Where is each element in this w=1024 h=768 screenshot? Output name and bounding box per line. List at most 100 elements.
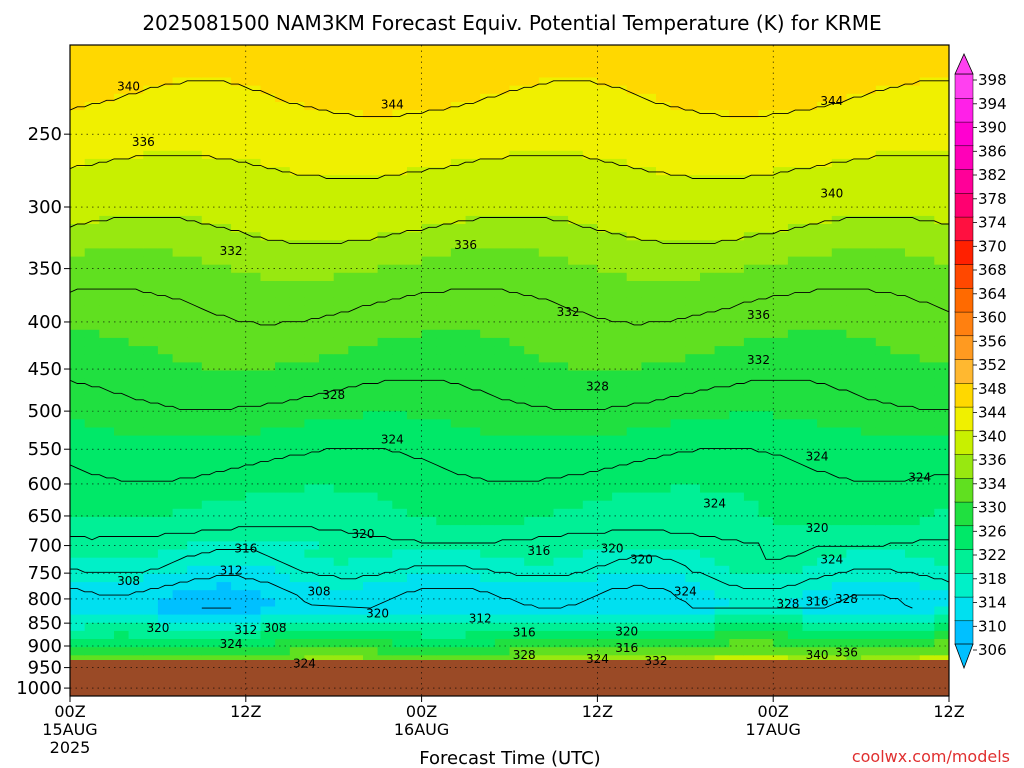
contour-band-cell [304,460,320,469]
contour-band-cell [450,590,467,599]
contour-band-cell [509,215,525,225]
contour-band-cell [934,443,949,453]
contour-band-cell [524,614,540,624]
contour-band-cell [172,484,188,494]
contour-band-cell [494,118,511,127]
contour-band-cell [172,142,188,152]
contour-band-cell [187,224,203,233]
contour-band-cell [143,45,159,54]
contour-band-cell [114,199,130,209]
contour-band-cell [245,622,262,632]
colorbar-swatch [954,168,974,194]
contour-band-cell [553,533,569,542]
contour-band-cell [626,337,642,347]
contour-band-cell [905,598,921,608]
contour-band-cell [172,557,188,567]
contour-band-cell [875,329,891,339]
contour-band-cell [157,639,174,648]
contour-band-cell [114,354,130,363]
contour-band-cell [568,134,584,144]
contour-band-cell [582,281,598,290]
contour-band-cell [685,297,701,306]
contour-band-cell [260,435,276,445]
contour-band-cell [524,370,540,380]
contour-band-cell [231,321,247,331]
contour-band-cell [216,150,232,160]
contour-band-cell [231,337,247,347]
contour-band-cell [626,435,642,445]
contour-band-cell [538,110,555,119]
contour-band-cell [377,639,393,648]
contour-band-cell [831,110,847,119]
contour-band-cell [392,337,408,347]
contour-band-cell [216,272,232,282]
contour-band-cell [670,647,686,656]
contour-band-cell [392,297,408,306]
contour-band-cell [758,354,774,363]
contour-band-cell [656,443,672,453]
contour-band-cell [187,126,203,136]
contour-band-cell [743,362,760,372]
contour-band-cell [919,85,935,95]
contour-band-cell [114,248,130,258]
contour-band-cell [143,622,159,632]
contour-band-cell [128,167,144,176]
contour-band-cell [231,305,247,315]
contour-band-cell [319,443,335,453]
contour-band-cell [773,517,789,526]
contour-band-cell [465,232,481,241]
contour-band-cell [612,460,628,469]
contour-band-cell [773,102,789,111]
contour-band-cell [450,484,467,494]
contour-band-cell [670,598,686,608]
contour-band-cell [143,606,159,616]
contour-band-cell [143,256,159,266]
contour-band-cell [890,256,906,266]
contour-band-cell [450,525,467,534]
contour-band-cell [275,435,291,445]
contour-band-cell [700,655,716,664]
contour-band-cell [612,500,628,510]
contour-band-cell [509,394,525,404]
contour-band-cell [275,630,291,640]
contour-band-cell [275,199,291,209]
contour-band-cell [553,313,569,323]
contour-band-cell [700,630,716,640]
contour-band-cell [714,525,730,534]
contour-band-cell [685,264,701,274]
contour-band-cell [216,134,232,144]
contour-band-cell [846,45,862,54]
contour-band-cell [70,337,86,347]
contour-band-cell [377,53,393,62]
contour-band-cell [436,191,452,201]
contour-band-cell [626,313,642,323]
contour-band-cell [641,337,657,347]
contour-band-cell [84,346,100,355]
contour-band-cell [597,573,613,583]
contour-band-cell [758,630,774,640]
contour-band-cell [802,354,818,363]
contour-band-cell [714,573,730,583]
contour-band-cell [509,647,525,656]
contour-band-cell [143,639,159,648]
contour-band-cell [831,53,847,62]
contour-band-cell [538,476,555,485]
contour-band-cell [421,508,437,518]
contour-band-cell [509,313,525,323]
contour-band-cell [289,411,305,420]
contour-band-cell [524,329,540,339]
contour-band-cell [245,45,262,54]
contour-band-cell [480,61,496,70]
contour-band-cell [143,394,159,404]
contour-band-cell [172,622,188,632]
contour-band-cell [714,126,730,136]
contour-band-cell [568,93,584,103]
contour-band-cell [333,606,349,616]
contour-band-cell [289,248,305,258]
contour-band-cell [304,517,320,526]
contour-band-cell [421,346,437,355]
contour-band-cell [538,639,555,648]
contour-band-cell [612,403,628,412]
contour-band-cell [568,183,584,192]
contour-band-cell [157,118,174,127]
